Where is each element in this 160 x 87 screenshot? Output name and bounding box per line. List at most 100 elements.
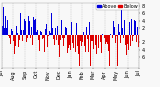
- Bar: [85, 35, 86, 52]
- Bar: [102, 34, 103, 35]
- Bar: [15, 35, 16, 46]
- Bar: [126, 35, 127, 55]
- Bar: [37, 21, 38, 35]
- Bar: [104, 35, 105, 38]
- Bar: [41, 32, 42, 35]
- Bar: [48, 35, 49, 36]
- Bar: [3, 7, 4, 35]
- Bar: [6, 28, 7, 35]
- Bar: [81, 35, 82, 46]
- Bar: [57, 26, 58, 35]
- Bar: [21, 30, 22, 35]
- Bar: [83, 32, 84, 35]
- Bar: [134, 20, 135, 35]
- Bar: [26, 35, 27, 42]
- Bar: [13, 35, 14, 41]
- Bar: [75, 27, 76, 35]
- Bar: [29, 21, 30, 35]
- Legend: Above, Below: Above, Below: [96, 3, 139, 10]
- Bar: [35, 19, 36, 35]
- Bar: [39, 35, 40, 51]
- Bar: [17, 33, 18, 35]
- Bar: [84, 35, 85, 46]
- Bar: [101, 35, 102, 53]
- Bar: [8, 10, 9, 35]
- Bar: [20, 13, 21, 35]
- Bar: [32, 35, 33, 45]
- Bar: [69, 35, 70, 45]
- Bar: [122, 28, 123, 35]
- Bar: [22, 35, 23, 41]
- Bar: [45, 29, 46, 35]
- Bar: [62, 35, 63, 37]
- Bar: [132, 35, 133, 41]
- Bar: [128, 35, 129, 50]
- Bar: [136, 35, 137, 42]
- Bar: [67, 35, 68, 53]
- Bar: [2, 26, 3, 35]
- Bar: [117, 35, 118, 66]
- Bar: [77, 35, 78, 46]
- Bar: [114, 27, 115, 35]
- Bar: [112, 35, 113, 38]
- Bar: [129, 22, 130, 35]
- Bar: [42, 35, 43, 39]
- Bar: [124, 20, 125, 35]
- Bar: [109, 35, 110, 66]
- Bar: [105, 35, 106, 44]
- Bar: [12, 31, 13, 35]
- Bar: [135, 21, 136, 35]
- Bar: [65, 27, 66, 35]
- Bar: [18, 35, 19, 47]
- Bar: [23, 29, 24, 35]
- Bar: [82, 35, 83, 42]
- Bar: [71, 22, 72, 35]
- Bar: [137, 31, 138, 35]
- Bar: [78, 35, 79, 47]
- Bar: [63, 10, 64, 35]
- Bar: [70, 35, 71, 50]
- Bar: [73, 35, 74, 48]
- Bar: [19, 25, 20, 35]
- Bar: [43, 35, 44, 38]
- Bar: [89, 22, 90, 35]
- Bar: [127, 35, 128, 44]
- Bar: [92, 35, 93, 41]
- Bar: [5, 16, 6, 35]
- Bar: [34, 35, 35, 43]
- Bar: [11, 29, 12, 35]
- Bar: [7, 20, 8, 35]
- Bar: [107, 35, 108, 44]
- Bar: [49, 31, 50, 35]
- Bar: [16, 26, 17, 35]
- Bar: [52, 27, 53, 35]
- Bar: [14, 35, 15, 54]
- Bar: [119, 35, 120, 39]
- Bar: [130, 35, 131, 46]
- Bar: [28, 16, 29, 35]
- Bar: [24, 19, 25, 35]
- Bar: [10, 35, 11, 44]
- Bar: [72, 35, 73, 43]
- Bar: [123, 35, 124, 38]
- Bar: [53, 35, 54, 39]
- Bar: [68, 35, 69, 48]
- Bar: [50, 33, 51, 35]
- Bar: [120, 35, 121, 43]
- Bar: [100, 35, 101, 42]
- Bar: [59, 35, 60, 57]
- Bar: [91, 35, 92, 41]
- Bar: [90, 35, 91, 66]
- Bar: [46, 24, 47, 35]
- Bar: [33, 17, 34, 35]
- Bar: [87, 35, 88, 39]
- Bar: [98, 35, 99, 48]
- Bar: [25, 21, 26, 35]
- Bar: [27, 35, 28, 38]
- Bar: [106, 35, 107, 42]
- Bar: [47, 35, 48, 47]
- Bar: [58, 35, 59, 45]
- Bar: [64, 35, 65, 38]
- Bar: [93, 35, 94, 49]
- Bar: [133, 35, 134, 36]
